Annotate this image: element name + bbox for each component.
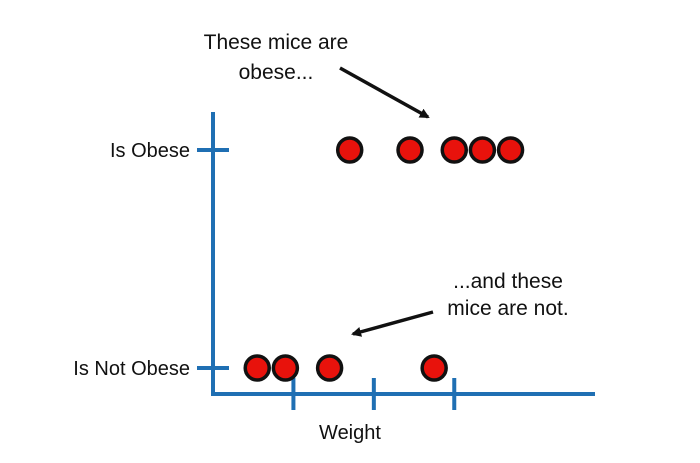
annotation-not-obese-line-2: mice are not. [447, 297, 568, 320]
annotation-not-obese-arrow [351, 310, 434, 337]
data-point-4 [420, 354, 448, 382]
annotation-obese-line-1: These mice are [204, 31, 349, 54]
y-category-label-is-not-obese: Is Not Obese [73, 358, 190, 380]
data-point-8 [468, 136, 497, 164]
data-points [243, 136, 525, 382]
annotation-not-obese: ...and these mice are not. [351, 270, 569, 337]
data-point-5 [335, 136, 364, 164]
data-point-6 [396, 136, 424, 164]
axes [197, 112, 595, 410]
annotation-obese-arrow [339, 66, 430, 119]
data-point-9 [496, 136, 525, 164]
data-point-7 [440, 136, 469, 164]
x-ticks [291, 378, 457, 410]
annotation-obese-line-2: obese... [239, 61, 314, 84]
data-point-3 [315, 354, 344, 382]
data-point-2 [271, 354, 300, 382]
annotation-obese: These mice are obese... [204, 31, 430, 119]
y-category-label-is-obese: Is Obese [110, 140, 190, 162]
x-axis-label: Weight [319, 422, 381, 444]
annotation-not-obese-line-1: ...and these [453, 270, 563, 293]
data-point-1 [243, 354, 271, 382]
